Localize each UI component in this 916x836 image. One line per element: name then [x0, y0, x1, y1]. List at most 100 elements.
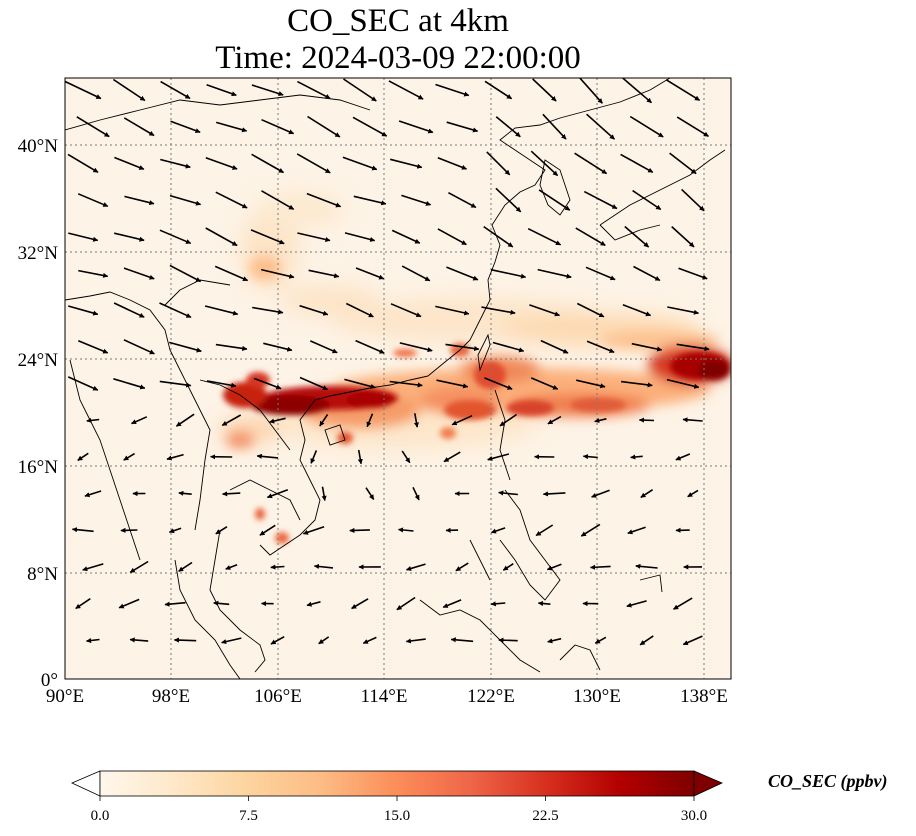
lon-tick-114: 114°E [361, 686, 408, 707]
wind-arrow [261, 268, 295, 279]
wind-arrow [261, 190, 295, 210]
wind-arrow [299, 304, 329, 316]
lat-tick-8: 8°N [27, 564, 58, 585]
wind-arrow [86, 417, 100, 423]
wind-vector-field [65, 78, 710, 646]
wind-arrow [259, 524, 276, 536]
wind-arrow [529, 304, 560, 317]
wind-arrow [586, 113, 616, 140]
wind-arrow [124, 195, 155, 206]
colorbar-tick-1: 7.5 [239, 808, 258, 824]
wind-arrow [678, 267, 708, 280]
wind-arrow [251, 153, 284, 174]
wind-arrow [344, 378, 376, 389]
wind-arrow [319, 413, 329, 427]
wind-arrow [321, 486, 327, 502]
wind-arrow [159, 229, 192, 245]
wind-arrow [580, 523, 601, 537]
wind-arrow [159, 380, 192, 388]
wind-arrow [443, 451, 461, 463]
wind-arrow [538, 189, 571, 211]
wind-arrow [215, 191, 248, 209]
wind-arrow [366, 413, 374, 428]
wind-arrow [164, 601, 186, 607]
wind-arrow [170, 120, 201, 133]
wind-arrow [589, 564, 611, 570]
wind-arrow [160, 158, 191, 169]
lat-tick-24: 24°N [18, 350, 59, 371]
co-concentration-field [220, 192, 731, 544]
coastlines [65, 78, 726, 679]
wind-arrow [627, 526, 646, 535]
wind-arrow [406, 563, 426, 571]
wind-arrow [222, 491, 241, 497]
wind-arrow [67, 153, 99, 173]
wind-arrow [586, 340, 615, 354]
wind-arrow [535, 524, 554, 537]
wind-arrow [622, 303, 652, 317]
wind-arrow [498, 490, 518, 496]
wind-arrow [624, 225, 650, 248]
wind-arrow [594, 636, 607, 644]
wind-arrow [401, 450, 411, 464]
wind-arrow [487, 453, 510, 461]
wind-arrow [77, 452, 89, 462]
wind-arrow [405, 638, 426, 644]
lon-tick-106: 106°E [254, 686, 302, 707]
wind-arrow [270, 564, 285, 570]
wind-arrow [675, 453, 691, 461]
wind-arrow [206, 380, 237, 388]
wind-arrow [123, 117, 155, 137]
wind-arrow [297, 80, 331, 100]
wind-arrow [585, 266, 616, 281]
wind-arrow [498, 637, 518, 643]
wind-arrow [502, 563, 514, 571]
wind-arrow [537, 600, 551, 607]
map-title-variable: CO_SEC at 4km [287, 3, 509, 39]
wind-arrow [205, 157, 238, 170]
colorbar-extend-low [71, 770, 101, 797]
wind-arrow [345, 302, 374, 318]
wind-arrow [542, 491, 566, 497]
wind-arrow [547, 637, 562, 644]
wind-arrow [221, 414, 242, 427]
wind-arrow [547, 415, 562, 425]
map-frame [64, 77, 732, 680]
wind-arrow [530, 150, 559, 177]
wind-arrow [306, 601, 321, 607]
wind-arrow [296, 153, 331, 174]
wind-arrow [435, 83, 470, 97]
wind-arrow [527, 227, 562, 246]
wind-arrow [342, 156, 378, 171]
wind-arrow [435, 305, 470, 316]
map-title-time: Time: 2024-03-09 22:00:00 [215, 40, 581, 76]
wind-arrow [65, 80, 102, 100]
wind-arrow [391, 229, 421, 244]
wind-arrow [437, 156, 467, 170]
wind-arrow [352, 116, 388, 137]
lat-tick-32: 32°N [18, 243, 59, 264]
lon-tick-98: 98°E [152, 686, 190, 707]
wind-arrow [413, 413, 419, 428]
wind-arrow [168, 527, 182, 534]
wind-arrow [483, 225, 514, 248]
wind-arrow [481, 306, 516, 315]
wind-arrow [308, 269, 340, 279]
wind-arrow [389, 380, 423, 388]
wind-arrow [667, 306, 700, 315]
wind-arrow [484, 80, 513, 100]
wind-arrow [178, 490, 192, 496]
wind-arrow [390, 158, 423, 169]
wind-arrow [343, 78, 377, 102]
wind-arrow [676, 343, 710, 352]
wind-arrow [351, 598, 369, 610]
wind-arrow [307, 115, 341, 138]
wind-arrow [82, 563, 104, 572]
wind-arrow [357, 449, 363, 465]
wind-arrow [665, 79, 701, 101]
wind-arrow [306, 192, 342, 208]
wind-arrow [578, 78, 603, 104]
wind-arrow [113, 302, 145, 318]
wind-arrow [205, 227, 238, 247]
lon-tick-130: 130°E [573, 686, 621, 707]
